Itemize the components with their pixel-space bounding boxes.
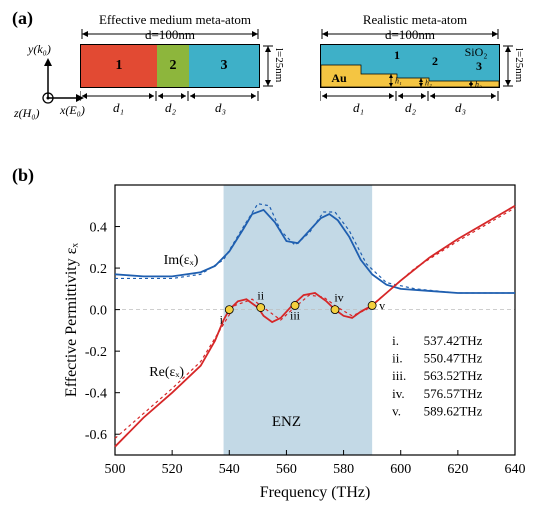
svg-text:i.: i. — [392, 333, 399, 348]
svg-text:2: 2 — [432, 54, 438, 68]
svg-text:500: 500 — [105, 462, 126, 477]
svg-text:Re(εₓ): Re(εₓ) — [149, 365, 184, 380]
svg-text:-0.2: -0.2 — [85, 345, 107, 360]
svg-text:Im(εₓ): Im(εₓ) — [164, 253, 199, 268]
right-title: Realistic meta-atom — [325, 12, 505, 28]
left-l-label: l=25nm — [273, 48, 285, 82]
svg-text:-0.4: -0.4 — [85, 387, 107, 402]
permittivity-chart: 500 520 540 560 580 600 620 640 -0.6 -0.… — [60, 175, 530, 505]
left-region-1: 1 — [81, 45, 157, 87]
left-d1: d₁ — [113, 100, 124, 116]
panel-b-label: (b) — [12, 165, 34, 186]
left-region-2: 2 — [157, 45, 189, 87]
right-d-label: d=100nm — [385, 27, 435, 43]
svg-text:iii: iii — [290, 308, 301, 322]
svg-text:640: 640 — [505, 462, 526, 477]
svg-text:537.42THz: 537.42THz — [424, 333, 483, 348]
svg-text:563.52THz: 563.52THz — [424, 368, 483, 383]
left-title: Effective medium meta-atom — [85, 12, 265, 28]
left-region-3: 3 — [189, 45, 259, 87]
svg-text:iv.: iv. — [392, 386, 405, 401]
svg-text:v: v — [379, 298, 385, 312]
svg-text:h₃: h₃ — [475, 80, 482, 87]
svg-text:560: 560 — [276, 462, 297, 477]
svg-text:0.4: 0.4 — [90, 221, 108, 236]
svg-text:Au: Au — [331, 71, 347, 85]
svg-text:0.0: 0.0 — [90, 304, 108, 319]
svg-text:Effective Permittivity εₓ: Effective Permittivity εₓ — [63, 243, 80, 398]
right-l-label: l=25nm — [513, 48, 525, 82]
svg-text:h₁: h₁ — [395, 77, 402, 86]
svg-text:iv: iv — [334, 291, 343, 305]
right-d2: d₂ — [405, 100, 416, 116]
svg-text:ii: ii — [257, 289, 264, 303]
svg-text:Frequency (THz): Frequency (THz) — [260, 484, 371, 501]
panel-a-label: (a) — [12, 8, 33, 29]
right-d1: d₁ — [353, 100, 364, 116]
svg-text:1: 1 — [394, 48, 400, 62]
svg-text:589.62THz: 589.62THz — [424, 404, 483, 419]
left-d-label: d=100nm — [145, 27, 195, 43]
svg-text:v.: v. — [392, 404, 401, 419]
svg-text:3: 3 — [476, 59, 482, 73]
svg-text:ii.: ii. — [392, 351, 402, 366]
svg-text:620: 620 — [447, 462, 468, 477]
left-metaatom-box: 1 2 3 — [80, 44, 260, 88]
svg-text:580: 580 — [333, 462, 354, 477]
coord-x: x(E₀) — [60, 103, 85, 118]
svg-text:576.57THz: 576.57THz — [424, 386, 483, 401]
coord-z: z(H₀) — [14, 106, 40, 121]
coord-y: y(k₀) — [28, 42, 51, 57]
right-metaatom-box: 1 2 3 SiO₂ Au h₁ h₂ h₃ — [320, 44, 500, 88]
svg-text:540: 540 — [219, 462, 240, 477]
svg-text:SiO₂: SiO₂ — [465, 45, 488, 59]
left-d2: d₂ — [165, 100, 176, 116]
svg-text:h₂: h₂ — [425, 79, 432, 88]
svg-text:ENZ: ENZ — [272, 414, 301, 430]
svg-text:550.47THz: 550.47THz — [424, 351, 483, 366]
svg-text:520: 520 — [162, 462, 183, 477]
left-d3: d₃ — [215, 100, 226, 116]
svg-text:600: 600 — [390, 462, 411, 477]
svg-text:iii.: iii. — [392, 368, 406, 383]
right-d3: d₃ — [455, 100, 466, 116]
svg-text:0.2: 0.2 — [90, 262, 108, 277]
svg-text:-0.6: -0.6 — [85, 428, 107, 443]
